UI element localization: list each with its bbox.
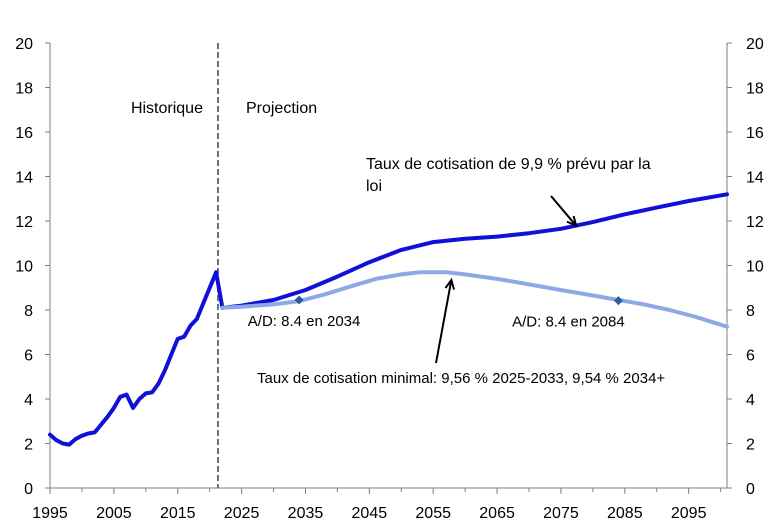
y-tick-label-right: 10 <box>746 259 764 276</box>
x-tick-label: 2085 <box>607 505 643 522</box>
x-tick-label: 2055 <box>415 505 451 522</box>
x-tick-label: 2015 <box>160 505 196 522</box>
x-tick-label: 2045 <box>352 505 388 522</box>
y-tick-label-right: 2 <box>746 437 755 454</box>
y-tick-label-left: 16 <box>15 125 33 142</box>
annotation-legislated-arrow <box>550 195 577 227</box>
y-axis-right-ticks: 0 2 4 6 8 10 12 14 16 18 20 <box>727 36 764 498</box>
series-line-legislated <box>220 192 729 310</box>
y-tick-label-left: 2 <box>24 437 33 454</box>
y-tick-label-left: 12 <box>15 214 33 231</box>
y-tick-label-left: 6 <box>24 348 33 365</box>
y-tick-label-right: 14 <box>746 170 764 187</box>
markers: A/D: 8.4 en 2034 A/D: 8.4 en 2084 <box>248 295 625 331</box>
marker-label: A/D: 8.4 en 2084 <box>512 314 625 331</box>
y-tick-label-right: 6 <box>746 348 755 365</box>
y-tick-label-left: 18 <box>15 81 33 98</box>
y-tick-label-left: 4 <box>24 392 33 409</box>
y-tick-label-left: 0 <box>24 481 33 498</box>
marker-point <box>294 295 304 305</box>
series-lines <box>48 192 729 447</box>
y-tick-label-left: 10 <box>15 259 33 276</box>
x-axis-ticks: 1995 2005 2015 2025 2035 2045 2055 2065 2075 2085… <box>32 488 722 522</box>
annotation-minimum-text: Taux de cotisation minimal: 9,56 % 2025-… <box>257 370 665 387</box>
annotation-legislated-line2: loi <box>366 178 382 195</box>
annotation-minimum-arrow-head <box>444 277 455 290</box>
x-tick-label: 2075 <box>543 505 579 522</box>
x-tick-label: 2025 <box>224 505 260 522</box>
y-tick-label-right: 0 <box>746 481 755 498</box>
y-tick-label-right: 16 <box>746 125 764 142</box>
x-tick-label: 1995 <box>32 505 68 522</box>
annotation-legislated-line1: Taux de cotisation de 9,9 % prévu par la <box>366 156 651 173</box>
x-tick-label: 2065 <box>479 505 515 522</box>
y-axis-left-ticks: 0 2 4 6 8 10 12 14 16 18 20 <box>15 36 50 498</box>
x-tick-label: 2095 <box>671 505 707 522</box>
y-tick-label-right: 4 <box>746 392 755 409</box>
historical-region-label: Historique <box>131 100 203 117</box>
marker-label: A/D: 8.4 en 2034 <box>248 313 361 330</box>
y-tick-label-left: 8 <box>24 303 33 320</box>
y-tick-label-right: 12 <box>746 214 764 231</box>
y-tick-label-right: 20 <box>746 36 764 53</box>
x-tick-label: 2005 <box>96 505 132 522</box>
y-tick-label-left: 20 <box>15 36 33 53</box>
y-tick-label-right: 8 <box>746 303 755 320</box>
marker-point <box>613 296 623 306</box>
y-tick-label-left: 14 <box>15 170 33 187</box>
series-line-historical <box>48 270 225 447</box>
x-tick-label: 2035 <box>288 505 324 522</box>
annotation-legislated-arrow-head <box>566 215 578 228</box>
projection-region-label: Projection <box>246 100 317 117</box>
annotations: Taux de cotisation de 9,9 % prévu par la… <box>257 156 665 387</box>
annotation-minimum-arrow <box>435 279 453 364</box>
y-tick-label-right: 18 <box>746 81 764 98</box>
